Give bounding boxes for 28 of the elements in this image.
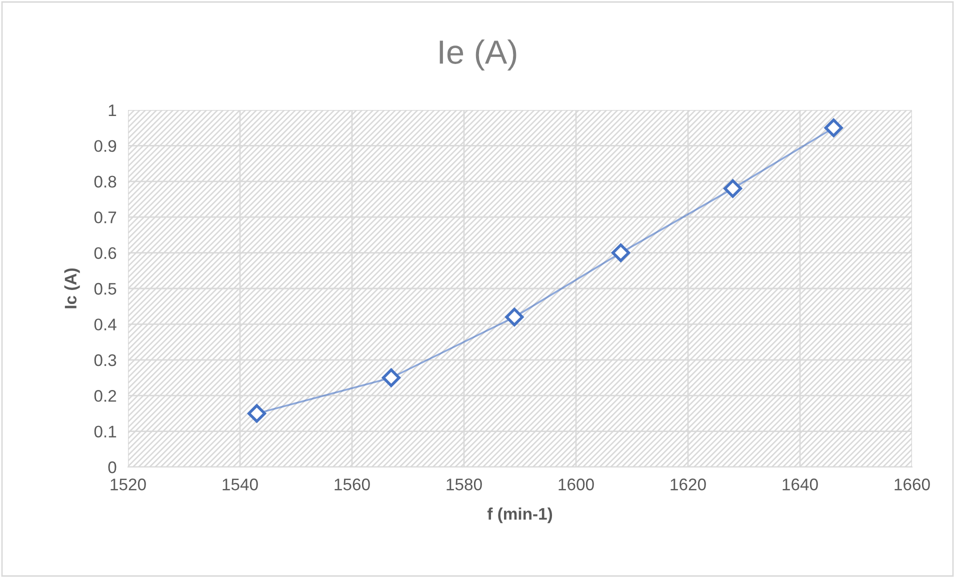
y-tick-label: 0 — [108, 461, 116, 474]
point — [382, 368, 400, 387]
chart-title: Ie (A) — [440, 39, 516, 71]
x-tick-label: 1580 — [446, 478, 482, 490]
point — [824, 118, 843, 138]
y-tick-label: 0.6 — [94, 247, 116, 260]
x-tick-label: 1620 — [670, 478, 706, 490]
y-tick-label: 0.5 — [94, 282, 116, 295]
x-tick-label: 1540 — [222, 478, 258, 490]
y-tick-label: 0.3 — [94, 354, 116, 366]
y-tick-label: 0.4 — [94, 318, 116, 330]
x-tick-label: 1660 — [894, 478, 930, 490]
y-tick-label: 0.8 — [94, 176, 116, 188]
y-tick-label: 0.2 — [94, 390, 116, 402]
x-tick-label: 1640 — [782, 478, 818, 490]
point — [505, 308, 524, 326]
point — [612, 244, 630, 262]
y-axis-title: Ic (A) — [64, 268, 80, 308]
y-tick-label: 0.9 — [94, 140, 116, 152]
point — [724, 179, 742, 198]
point — [248, 404, 266, 423]
y-tick-label: 0.7 — [94, 212, 116, 224]
x-tick-label: 1600 — [558, 478, 594, 490]
x-tick-label: 1560 — [334, 478, 370, 490]
x-axis-title: f (min-1) — [487, 508, 552, 524]
y-tick-label: 1 — [108, 104, 116, 116]
y-tick-label: 0.1 — [94, 426, 116, 438]
x-tick-label: 1520 — [110, 478, 146, 490]
